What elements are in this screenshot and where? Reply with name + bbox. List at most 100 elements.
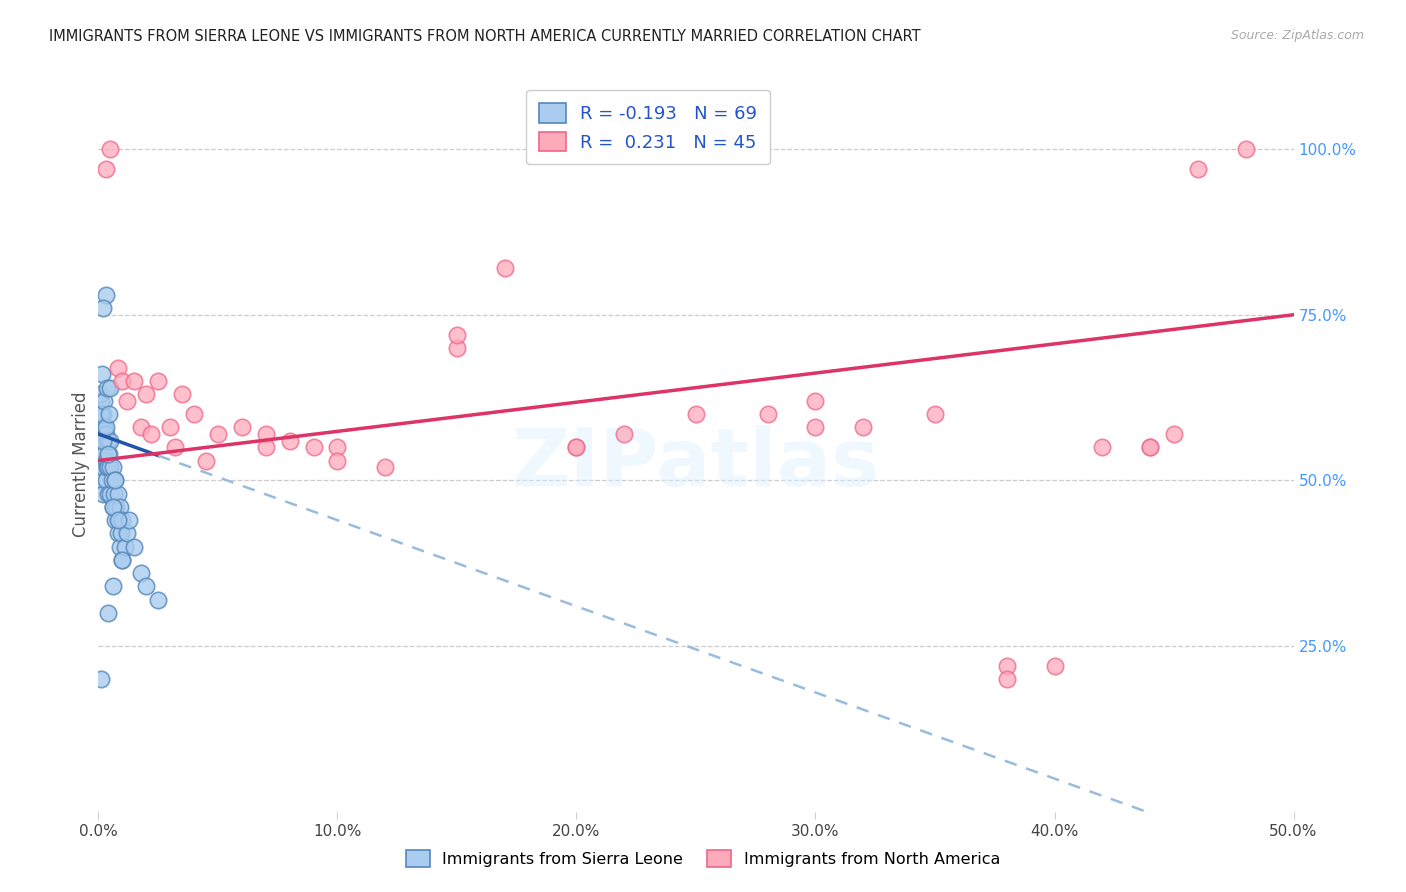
Point [494,261,516,276]
Point [115,393,138,408]
Text: Source: ZipAtlas.com: Source: ZipAtlas.com [1230,29,1364,42]
Point [446,327,468,342]
Point [111,553,134,567]
Point [1139,440,1161,454]
Point [98,434,122,448]
Point [91,460,114,475]
Point [302,440,325,454]
Point [98,381,122,395]
Point [374,460,396,475]
Point [565,440,588,454]
Point [89,387,111,401]
Point [91,447,114,461]
Point [105,500,128,514]
Point [96,381,118,395]
Point [91,420,114,434]
Point [90,393,112,408]
Point [94,427,117,442]
Point [90,434,112,448]
Point [131,420,153,434]
Point [97,460,120,475]
Point [98,142,122,156]
Point [115,526,138,541]
Point [278,434,301,448]
Point [97,447,120,461]
Point [804,393,827,408]
Point [995,659,1018,673]
Point [101,500,124,514]
Point [104,513,127,527]
Point [852,420,875,434]
Point [96,434,118,448]
Point [124,540,146,554]
Point [97,486,120,500]
Point [89,427,111,442]
Point [110,526,132,541]
Point [90,672,112,686]
Text: IMMIGRANTS FROM SIERRA LEONE VS IMMIGRANTS FROM NORTH AMERICA CURRENTLY MARRIED : IMMIGRANTS FROM SIERRA LEONE VS IMMIGRAN… [49,29,921,44]
Point [107,513,129,527]
Point [326,453,349,467]
Point [124,374,146,388]
Y-axis label: Currently Married: Currently Married [72,391,90,537]
Point [97,606,120,620]
Point [1043,659,1066,673]
Point [326,440,349,454]
Point [613,427,636,442]
Point [114,540,136,554]
Point [89,407,111,421]
Point [94,474,117,488]
Point [107,360,129,375]
Point [98,407,121,421]
Point [111,553,134,567]
Point [93,420,115,434]
Point [90,407,112,421]
Point [94,453,117,467]
Point [148,374,170,388]
Point [101,579,124,593]
Point [118,513,141,527]
Point [1234,142,1257,156]
Point [995,672,1018,686]
Point [96,460,118,475]
Point [98,486,122,500]
Point [98,447,121,461]
Point [804,420,827,434]
Point [111,374,134,388]
Point [101,500,124,514]
Point [91,368,114,382]
Point [139,427,162,442]
Point [107,486,129,500]
Point [104,474,127,488]
Point [685,407,707,421]
Point [135,387,157,401]
Point [107,513,129,527]
Point [231,420,253,434]
Point [91,474,114,488]
Point [107,526,129,541]
Point [90,420,112,434]
Point [111,513,134,527]
Point [90,460,112,475]
Point [91,434,114,448]
Point [108,540,131,554]
Point [98,460,122,475]
Point [1163,427,1185,442]
Point [131,566,153,581]
Point [91,486,114,500]
Point [89,440,111,454]
Point [1091,440,1114,454]
Point [172,387,194,401]
Point [91,407,114,421]
Point [159,420,181,434]
Point [207,427,229,442]
Text: ZIPatlas: ZIPatlas [512,425,880,503]
Point [756,407,779,421]
Point [195,453,218,467]
Point [94,288,117,302]
Point [108,500,131,514]
Point [103,486,125,500]
Legend: R = -0.193   N = 69, R =  0.231   N = 45: R = -0.193 N = 69, R = 0.231 N = 45 [526,90,770,164]
Point [94,161,117,176]
Point [163,440,186,454]
